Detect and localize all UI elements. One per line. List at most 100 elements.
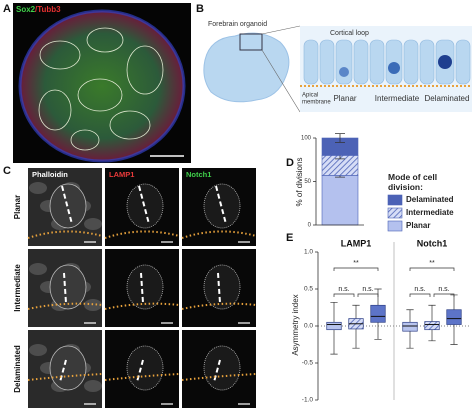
group-label: Notch1: [417, 238, 448, 248]
box: [424, 321, 440, 331]
membrane-label: Apical: [302, 93, 318, 99]
nucleus: [388, 62, 400, 74]
row-label: Intermediate: [13, 264, 22, 312]
cell-outline: [126, 345, 164, 391]
bracket: [409, 293, 431, 297]
cell-outline: [203, 264, 241, 310]
zoom-line: [261, 49, 301, 113]
stain-label: /Tubb3: [35, 5, 61, 14]
cell-outline: [49, 264, 87, 310]
organoid-label: Forebrain organoid: [208, 21, 267, 28]
significance-label: **: [353, 260, 359, 267]
loop-outlines: [38, 27, 164, 151]
column-label: LAMP1: [109, 170, 134, 179]
apical-membrane: [104, 373, 180, 381]
cell-outline: [126, 264, 164, 310]
y-axis-label: Asymmetry index: [291, 294, 300, 355]
panel-label: B: [196, 3, 204, 15]
box: [446, 309, 462, 325]
division-axis: [140, 272, 144, 304]
panel-label: D: [286, 157, 294, 169]
box: [402, 321, 418, 332]
bracket: [409, 267, 455, 271]
bracket: [433, 293, 455, 297]
cell-outline: [203, 345, 241, 391]
texture: [84, 380, 102, 392]
significance-label: n.s.: [414, 286, 425, 293]
texture: [29, 344, 47, 356]
texture: [84, 218, 102, 230]
y-tick-label: 1.0: [304, 249, 313, 256]
y-tick-label: 50: [304, 179, 311, 185]
membrane-label: membrane: [302, 100, 331, 106]
bracket: [357, 293, 379, 297]
bar-segment: [321, 175, 359, 226]
organoid-image: [20, 11, 184, 161]
apical-membrane: [181, 230, 257, 239]
legend-swatch: [387, 207, 403, 219]
significance-label: **: [429, 260, 435, 267]
row-label: Delaminated: [13, 345, 22, 393]
column-label: Notch1: [186, 170, 211, 179]
legend-label: Planar: [406, 221, 430, 230]
panel-label: E: [286, 232, 293, 244]
zoom-box: [239, 33, 263, 51]
division-axis: [61, 185, 73, 225]
legend-label: Delaminated: [406, 195, 454, 204]
legend-swatch: [387, 220, 403, 232]
apical-membrane: [181, 373, 257, 381]
legend-label: Intermediate: [406, 208, 454, 217]
division-axis: [63, 272, 67, 304]
division-axis: [213, 359, 221, 383]
bracket: [333, 267, 379, 271]
error-bar: [335, 133, 345, 143]
division-axis: [136, 359, 144, 383]
significance-label: n.s.: [362, 286, 373, 293]
zoom-label: Cortical loop: [330, 30, 369, 37]
texture: [29, 182, 47, 194]
mode-label: Intermediate: [375, 94, 420, 103]
legend-title: Mode of cell division:: [388, 172, 438, 192]
panel-label: A: [3, 3, 11, 15]
apical-membrane: [27, 302, 103, 310]
y-axis-label: % of divisions: [295, 158, 304, 207]
division-axis: [217, 272, 221, 304]
row-label: Planar: [13, 195, 22, 219]
division-axis: [59, 359, 67, 383]
apical-membrane: [104, 230, 180, 239]
organoid-drawing: [203, 32, 290, 103]
zoom-line: [261, 25, 301, 35]
apical-membrane: [27, 373, 103, 381]
y-tick-label: 0.5: [304, 286, 313, 293]
apical-membrane: [104, 302, 180, 310]
division-axis: [215, 185, 227, 225]
significance-label: n.s.: [438, 286, 449, 293]
apical-membrane: [27, 230, 103, 239]
panel-label: C: [3, 165, 11, 177]
division-axis: [138, 185, 150, 225]
y-tick-label: 100: [301, 136, 312, 142]
organoid-edge: [18, 9, 186, 163]
y-tick-label: -1.0: [302, 397, 314, 404]
bracket: [333, 293, 355, 297]
nucleus: [339, 67, 349, 77]
y-tick-label: 0: [308, 223, 312, 229]
apical-membrane: [181, 302, 257, 310]
nucleus: [438, 55, 452, 69]
box: [370, 304, 386, 323]
significance-label: n.s.: [338, 286, 349, 293]
column-label: Phalloidin: [32, 170, 68, 179]
y-tick-label: -0.5: [302, 360, 314, 367]
cell-outline: [49, 345, 87, 391]
legend-swatch: [387, 194, 403, 206]
micrograph-grid: Planar Phalloidin LAMP1 Notch1 Intermediate D…: [13, 168, 257, 408]
box: [326, 321, 342, 331]
stain-label: Sox2: [16, 5, 36, 14]
y-tick-label: 0.0: [304, 323, 313, 330]
texture: [29, 263, 47, 275]
group-label: LAMP1: [341, 238, 372, 248]
mode-label: Planar: [333, 94, 356, 103]
mode-label: Delaminated: [425, 94, 470, 103]
